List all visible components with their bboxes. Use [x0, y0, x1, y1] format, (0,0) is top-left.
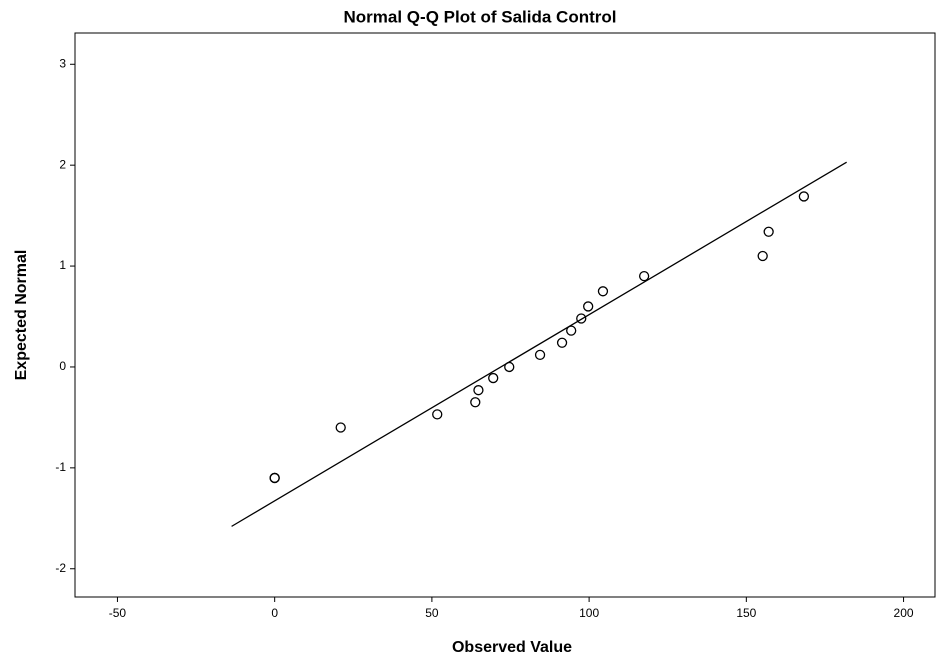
point [534, 349, 546, 361]
point [335, 422, 346, 433]
point [432, 409, 443, 420]
y-axis-label: Expected Normal [13, 250, 30, 381]
y-tick-label: 3 [59, 56, 66, 70]
x-tick-label: 0 [271, 606, 278, 620]
point [566, 325, 577, 336]
point [583, 301, 594, 312]
x-tick-label: -50 [109, 606, 127, 620]
point [763, 226, 774, 237]
y-tick-label: -2 [55, 561, 66, 575]
point [470, 397, 481, 408]
y-tick-label: 2 [59, 157, 66, 171]
point [473, 385, 484, 396]
y-tick-label: -1 [55, 460, 66, 474]
y-tick-label: 1 [59, 258, 66, 272]
reference-line [231, 161, 847, 527]
point [757, 250, 768, 262]
x-tick-label: 100 [579, 606, 599, 620]
x-tick-label: 200 [894, 606, 914, 620]
x-axis-label: Observed Value [452, 639, 572, 656]
point [576, 313, 587, 324]
y-tick-label: 0 [59, 359, 66, 373]
x-tick-label: 150 [736, 606, 756, 620]
point [638, 271, 650, 282]
chart-title: Normal Q-Q Plot of Salida Control [344, 7, 617, 26]
point [488, 372, 499, 384]
point [269, 472, 280, 484]
x-tick-label: 50 [425, 606, 439, 620]
point [798, 191, 810, 202]
point [556, 337, 568, 348]
point [597, 286, 609, 297]
point [504, 361, 515, 373]
plot-frame [74, 32, 936, 598]
